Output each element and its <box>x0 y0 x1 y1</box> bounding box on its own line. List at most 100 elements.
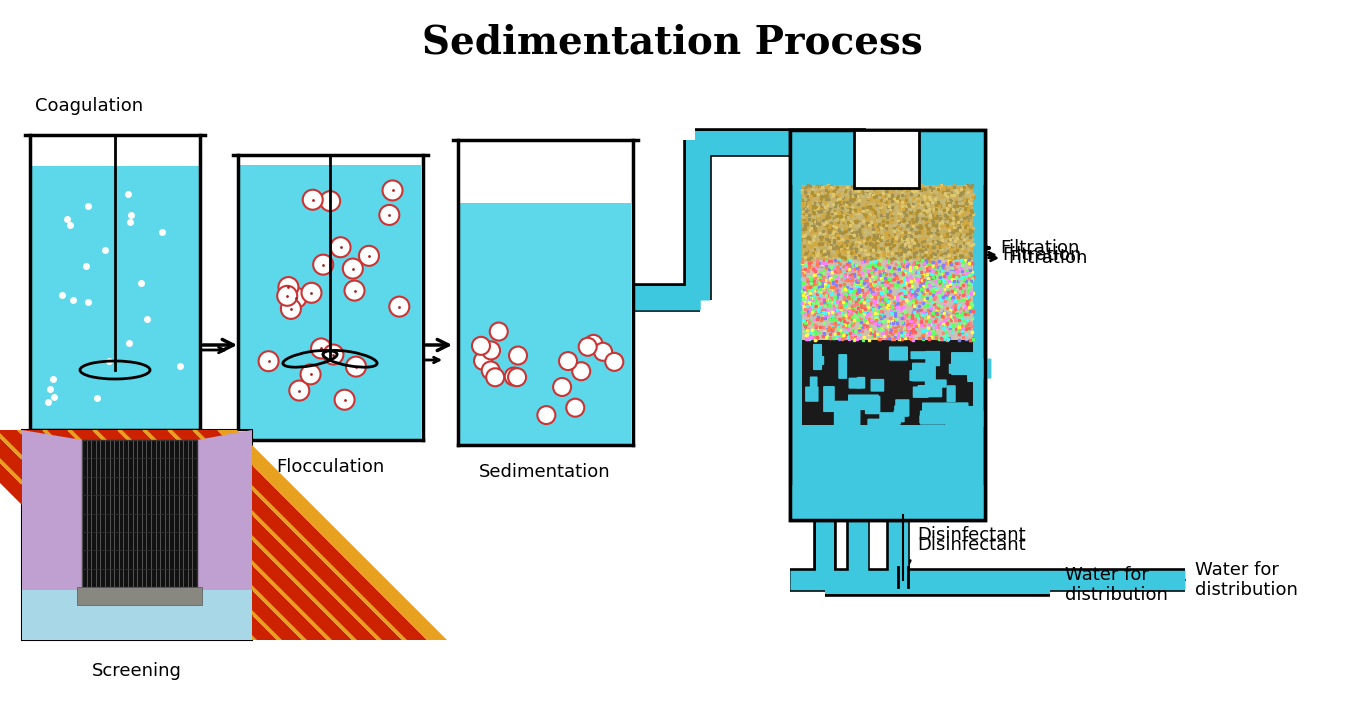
Bar <box>790 130 985 185</box>
FancyBboxPatch shape <box>954 415 964 426</box>
Circle shape <box>289 380 309 401</box>
Polygon shape <box>122 430 352 640</box>
FancyBboxPatch shape <box>834 401 861 427</box>
Circle shape <box>472 337 490 355</box>
Bar <box>30 130 200 430</box>
FancyBboxPatch shape <box>850 398 868 408</box>
Circle shape <box>504 367 523 385</box>
FancyBboxPatch shape <box>894 406 909 417</box>
Text: Filtration: Filtration <box>999 239 1080 257</box>
Polygon shape <box>67 430 297 640</box>
Circle shape <box>585 335 603 353</box>
Polygon shape <box>17 430 247 640</box>
FancyBboxPatch shape <box>880 412 901 425</box>
Polygon shape <box>0 430 178 640</box>
FancyBboxPatch shape <box>837 401 859 418</box>
Polygon shape <box>117 430 347 640</box>
FancyBboxPatch shape <box>847 395 878 410</box>
Circle shape <box>572 362 590 380</box>
Circle shape <box>311 339 331 358</box>
Text: Coagulation: Coagulation <box>35 97 143 115</box>
FancyBboxPatch shape <box>870 379 884 392</box>
Polygon shape <box>73 430 303 640</box>
FancyBboxPatch shape <box>912 363 936 382</box>
FancyBboxPatch shape <box>911 351 928 359</box>
FancyBboxPatch shape <box>889 346 908 361</box>
Polygon shape <box>97 430 327 640</box>
Circle shape <box>389 297 409 316</box>
Bar <box>22 430 252 640</box>
Polygon shape <box>47 430 277 640</box>
Circle shape <box>320 191 340 211</box>
Circle shape <box>566 398 584 417</box>
Circle shape <box>482 361 500 379</box>
Text: Screening: Screening <box>91 662 182 680</box>
Circle shape <box>344 281 364 300</box>
FancyBboxPatch shape <box>810 377 818 393</box>
Circle shape <box>594 342 612 361</box>
Circle shape <box>379 205 399 225</box>
Circle shape <box>482 342 500 359</box>
FancyBboxPatch shape <box>838 354 847 379</box>
Polygon shape <box>143 430 373 640</box>
FancyBboxPatch shape <box>947 385 956 402</box>
FancyBboxPatch shape <box>909 370 931 381</box>
Polygon shape <box>196 430 252 640</box>
Text: Water for
distribution: Water for distribution <box>1065 566 1167 604</box>
Circle shape <box>258 351 278 371</box>
FancyBboxPatch shape <box>951 352 981 375</box>
FancyBboxPatch shape <box>849 377 861 389</box>
FancyBboxPatch shape <box>806 387 819 402</box>
FancyBboxPatch shape <box>925 351 940 366</box>
FancyBboxPatch shape <box>955 411 972 419</box>
FancyBboxPatch shape <box>967 358 991 379</box>
Polygon shape <box>192 430 422 640</box>
Bar <box>22 590 252 640</box>
Circle shape <box>278 277 299 297</box>
Circle shape <box>277 286 297 306</box>
Text: Sedimentation Process: Sedimentation Process <box>421 23 923 61</box>
Text: Disinfectant: Disinfectant <box>917 526 1026 544</box>
Bar <box>854 130 919 188</box>
FancyBboxPatch shape <box>814 356 824 365</box>
Circle shape <box>578 338 597 356</box>
Circle shape <box>490 323 508 340</box>
Bar <box>802 340 972 425</box>
FancyBboxPatch shape <box>893 410 905 422</box>
FancyBboxPatch shape <box>857 377 865 389</box>
Bar <box>802 185 972 260</box>
Circle shape <box>605 353 623 371</box>
FancyBboxPatch shape <box>823 386 835 412</box>
Polygon shape <box>217 430 447 640</box>
FancyBboxPatch shape <box>959 410 985 427</box>
Bar <box>790 130 985 520</box>
Circle shape <box>473 352 492 370</box>
Circle shape <box>508 368 526 386</box>
Circle shape <box>560 352 577 370</box>
FancyBboxPatch shape <box>923 403 947 423</box>
Polygon shape <box>0 430 202 640</box>
Bar <box>77 587 202 605</box>
Circle shape <box>331 237 351 257</box>
FancyBboxPatch shape <box>925 379 947 387</box>
Circle shape <box>538 406 555 424</box>
Circle shape <box>382 180 402 201</box>
FancyBboxPatch shape <box>920 411 946 425</box>
Bar <box>459 204 631 443</box>
Circle shape <box>553 378 572 396</box>
Text: Sedimentation: Sedimentation <box>479 463 611 481</box>
Polygon shape <box>22 430 252 640</box>
Polygon shape <box>167 430 397 640</box>
FancyBboxPatch shape <box>913 387 929 398</box>
Circle shape <box>286 288 307 308</box>
Bar <box>802 260 972 340</box>
Bar <box>239 164 421 439</box>
FancyBboxPatch shape <box>865 395 881 414</box>
FancyBboxPatch shape <box>868 419 898 439</box>
Bar <box>790 485 985 520</box>
Text: Disinfectant: Disinfectant <box>917 536 1026 554</box>
Circle shape <box>313 254 334 275</box>
FancyBboxPatch shape <box>812 344 822 370</box>
Text: Water for
distribution: Water for distribution <box>1194 561 1298 599</box>
FancyBboxPatch shape <box>896 399 909 417</box>
